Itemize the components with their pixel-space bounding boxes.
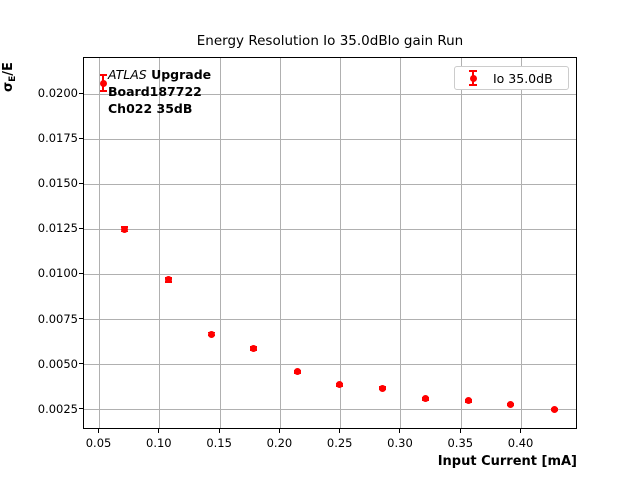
y-tick-mark bbox=[79, 137, 83, 139]
x-tick-label: 0.25 bbox=[326, 436, 353, 450]
annotation: ATLAS Upgrade Board187722 Ch022 35dB bbox=[108, 66, 211, 117]
data-point bbox=[465, 397, 473, 405]
y-tick-mark bbox=[79, 363, 83, 365]
annotation-atlas-text: ATLAS bbox=[108, 67, 147, 82]
data-point bbox=[293, 368, 301, 376]
x-tick-label: 0.40 bbox=[507, 436, 534, 450]
y-tick-label: 0.0175 bbox=[37, 131, 78, 146]
legend-label: Io 35.0dB bbox=[493, 70, 553, 86]
plot-area: ATLAS Upgrade Board187722 Ch022 35dB Io … bbox=[83, 57, 577, 429]
x-tick-label: 0.30 bbox=[387, 436, 413, 450]
x-tick-label: 0.15 bbox=[206, 436, 232, 450]
y-tick-mark bbox=[79, 408, 83, 410]
annotation-line-1: ATLAS Upgrade bbox=[108, 66, 211, 83]
annotation-line-2: Board187722 bbox=[108, 84, 202, 99]
x-gridline bbox=[521, 58, 523, 428]
y-tick-label: 0.0025 bbox=[37, 401, 78, 416]
y-gridline bbox=[84, 273, 576, 275]
data-point bbox=[164, 276, 172, 284]
y-gridline bbox=[84, 364, 576, 366]
error-bar-cap-bottom bbox=[99, 90, 107, 93]
y-gridline bbox=[84, 138, 576, 140]
y-tick-label: 0.0150 bbox=[37, 176, 78, 191]
x-axis-label: Input Current [mA] bbox=[437, 454, 577, 469]
y-axis-label-rest: /E bbox=[1, 62, 16, 76]
y-tick-label: 0.0075 bbox=[37, 311, 78, 326]
x-gridline bbox=[460, 58, 462, 428]
data-point bbox=[379, 384, 387, 392]
x-tick-mark bbox=[218, 429, 220, 433]
data-point bbox=[507, 400, 515, 408]
x-tick-mark bbox=[98, 429, 100, 433]
y-tick-mark bbox=[79, 318, 83, 320]
x-tick-mark bbox=[399, 429, 401, 433]
data-point bbox=[250, 344, 258, 352]
x-tick-label: 0.05 bbox=[85, 436, 112, 450]
data-point bbox=[208, 330, 216, 338]
y-tick-mark bbox=[79, 92, 83, 94]
x-gridline bbox=[99, 58, 101, 428]
y-tick-label: 0.0125 bbox=[37, 221, 78, 236]
y-gridline bbox=[84, 183, 576, 185]
y-tick-label: 0.0100 bbox=[37, 266, 78, 281]
y-axis-label-subscript: E bbox=[8, 75, 18, 82]
y-gridline bbox=[84, 228, 576, 230]
y-tick-label: 0.0200 bbox=[37, 86, 78, 101]
x-gridline bbox=[400, 58, 402, 428]
x-tick-mark bbox=[339, 429, 341, 433]
legend: Io 35.0dB bbox=[454, 66, 569, 90]
y-axis-label: σE/E bbox=[1, 42, 21, 112]
data-point bbox=[336, 381, 343, 389]
data-point bbox=[121, 225, 129, 233]
y-tick-label: 0.0050 bbox=[37, 356, 78, 371]
y-gridline bbox=[84, 93, 576, 95]
x-gridline bbox=[279, 58, 281, 428]
y-tick-mark bbox=[79, 227, 83, 229]
y-axis-label-sigma: σ bbox=[1, 81, 16, 92]
x-tick-label: 0.10 bbox=[146, 436, 172, 450]
annotation-upgrade-text: Upgrade bbox=[146, 67, 212, 82]
x-gridline bbox=[219, 58, 221, 428]
x-tick-mark bbox=[459, 429, 461, 433]
y-gridline bbox=[84, 409, 576, 411]
x-tick-mark bbox=[158, 429, 160, 433]
x-tick-mark bbox=[520, 429, 522, 433]
annotation-line-3: Ch022 35dB bbox=[108, 101, 193, 116]
chart-title: Energy Resolution Io 35.0dBlo gain Run bbox=[196, 33, 464, 49]
x-gridline bbox=[340, 58, 342, 428]
x-tick-label: 0.35 bbox=[447, 436, 474, 450]
x-tick-mark bbox=[278, 429, 280, 433]
x-gridline bbox=[159, 58, 161, 428]
errorbar-marker-icon bbox=[466, 70, 480, 86]
y-tick-mark bbox=[79, 182, 83, 184]
data-point bbox=[550, 406, 558, 414]
y-tick-mark bbox=[79, 272, 83, 274]
y-gridline bbox=[84, 319, 576, 321]
data-point bbox=[99, 79, 107, 87]
x-tick-label: 0.20 bbox=[266, 436, 293, 450]
data-point bbox=[421, 395, 429, 403]
